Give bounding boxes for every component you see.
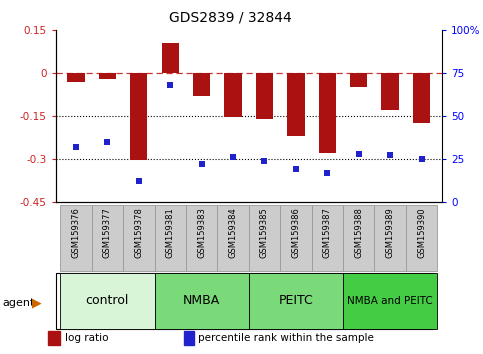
Text: GSM159389: GSM159389	[385, 207, 395, 258]
Point	[103, 139, 111, 144]
Text: agent: agent	[2, 298, 35, 308]
Point	[261, 158, 269, 164]
Text: GSM159378: GSM159378	[134, 207, 143, 258]
Bar	[256, 73, 273, 119]
Text: GSM159383: GSM159383	[197, 207, 206, 258]
Text: log ratio: log ratio	[65, 333, 109, 343]
Bar	[343, 205, 374, 271]
Bar	[225, 73, 242, 118]
Point	[418, 156, 426, 162]
Point	[324, 170, 331, 176]
Bar	[287, 73, 304, 136]
Text: GSM159388: GSM159388	[354, 207, 363, 258]
Bar	[406, 205, 437, 271]
Bar	[130, 73, 147, 160]
Text: control: control	[85, 295, 129, 307]
Point	[72, 144, 80, 150]
Bar	[67, 73, 85, 81]
Text: GSM159387: GSM159387	[323, 207, 332, 258]
Text: ▶: ▶	[32, 296, 42, 309]
Point	[386, 153, 394, 158]
Point	[166, 82, 174, 88]
Bar	[249, 273, 343, 329]
Bar	[193, 73, 210, 96]
Bar	[343, 273, 437, 329]
Bar	[60, 273, 155, 329]
Bar	[155, 273, 249, 329]
Bar	[60, 205, 92, 271]
Bar	[350, 73, 368, 87]
Bar	[374, 205, 406, 271]
Text: GDS2839 / 32844: GDS2839 / 32844	[169, 11, 292, 25]
Text: GSM159377: GSM159377	[103, 207, 112, 258]
Bar	[123, 205, 155, 271]
Text: GSM159385: GSM159385	[260, 207, 269, 258]
Point	[355, 151, 363, 156]
Bar	[319, 73, 336, 153]
Bar	[217, 205, 249, 271]
Text: NMBA and PEITC: NMBA and PEITC	[347, 296, 433, 306]
Bar	[155, 205, 186, 271]
Bar	[99, 73, 116, 79]
Text: percentile rank within the sample: percentile rank within the sample	[198, 333, 374, 343]
Text: GSM159381: GSM159381	[166, 207, 175, 258]
Bar	[280, 205, 312, 271]
Text: GSM159376: GSM159376	[71, 207, 81, 258]
Bar	[249, 205, 280, 271]
Bar	[312, 205, 343, 271]
Bar	[413, 73, 430, 123]
Text: NMBA: NMBA	[183, 295, 220, 307]
Text: GSM159390: GSM159390	[417, 207, 426, 258]
Point	[135, 178, 142, 184]
Point	[198, 161, 205, 167]
Point	[292, 166, 300, 172]
Text: PEITC: PEITC	[279, 295, 313, 307]
Bar	[382, 73, 399, 110]
Text: GSM159386: GSM159386	[291, 207, 300, 258]
Bar	[162, 43, 179, 73]
Bar	[92, 205, 123, 271]
Bar	[186, 205, 217, 271]
Point	[229, 154, 237, 160]
Text: GSM159384: GSM159384	[228, 207, 238, 258]
